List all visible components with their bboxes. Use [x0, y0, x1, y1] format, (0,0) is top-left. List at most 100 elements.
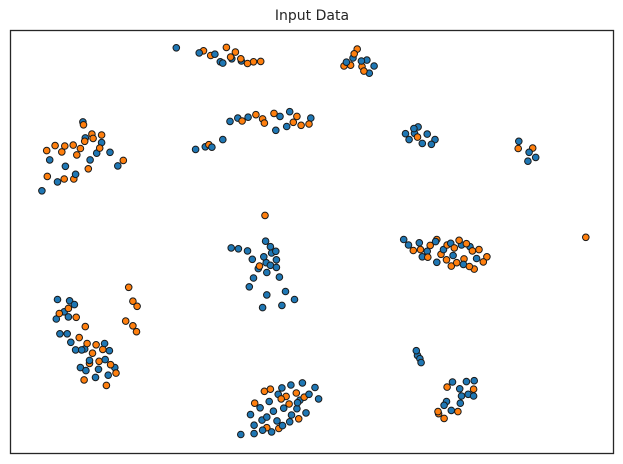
scatter-point-series-1 — [250, 429, 258, 438]
scatter-point-series-1 — [219, 59, 227, 67]
scatter-point-series-1 — [282, 122, 291, 131]
scatter-point-series-1 — [250, 421, 258, 430]
scatter-point-series-1 — [470, 376, 479, 385]
scatter-point-series-2 — [256, 57, 265, 66]
scatter-point-series-1 — [272, 256, 281, 264]
scatter-point-series-1 — [440, 401, 448, 410]
scatter-point-series-1 — [106, 148, 114, 157]
scatter-point-series-2 — [289, 118, 298, 127]
scatter-point-series-2 — [64, 304, 73, 313]
scatter-point-series-2 — [468, 247, 477, 255]
scatter-point-series-1 — [278, 384, 286, 392]
scatter-point-series-1 — [38, 187, 46, 195]
scatter-point-series-2 — [79, 121, 88, 129]
scatter-point-series-1 — [172, 44, 181, 52]
scatter-point-series-1 — [226, 117, 234, 126]
scatter-point-series-1 — [263, 291, 271, 299]
scatter-point-series-1 — [260, 252, 268, 261]
scatter-point-series-1 — [211, 50, 219, 59]
scatter-point-series-1 — [472, 254, 481, 263]
scatter-point-series-1 — [237, 430, 245, 439]
scatter-point-series-2 — [293, 112, 301, 121]
scatter-point-series-1 — [401, 129, 410, 138]
scatter-point-series-1 — [91, 373, 100, 382]
scatter-point-series-2 — [226, 53, 235, 61]
scatter-point-series-2 — [84, 165, 93, 173]
scatter-point-series-1 — [278, 421, 287, 430]
scatter-point-series-2 — [455, 236, 463, 245]
scatter-point-series-2 — [514, 144, 523, 153]
scatter-point-series-2 — [277, 395, 286, 403]
scatter-point-series-2 — [305, 120, 313, 128]
scatter-point-series-1 — [243, 247, 252, 255]
scatter-point-series-2 — [243, 59, 252, 68]
scatter-point-series-1 — [114, 162, 122, 170]
scatter-point-series-1 — [370, 62, 378, 70]
scatter-point-series-1 — [404, 241, 413, 249]
scatter-point-series-2 — [479, 258, 488, 266]
scatter-point-series-1 — [285, 418, 294, 426]
scatter-point-series-2 — [475, 245, 483, 254]
scatter-point-series-1 — [63, 330, 71, 338]
scatter-point-series-2 — [260, 119, 269, 127]
scatter-point-series-1 — [447, 406, 456, 415]
scatter-point-series-1 — [278, 301, 286, 310]
scatter-point-series-2 — [454, 407, 462, 416]
scatter-point-series-1 — [64, 313, 73, 321]
scatter-point-series-1 — [61, 162, 70, 171]
scatter-point-series-1 — [524, 157, 532, 165]
scatter-point-series-2 — [102, 381, 111, 390]
scatter-point-series-2 — [95, 144, 104, 152]
scatter-point-series-2 — [83, 339, 91, 348]
scatter-point-series-2 — [129, 297, 137, 306]
scatter-point-series-1 — [455, 385, 464, 393]
scatter-point-series-2 — [285, 400, 293, 408]
scatter-point-series-1 — [287, 381, 295, 389]
scatter-point-series-1 — [314, 395, 323, 403]
scatter-point-series-2 — [250, 399, 259, 408]
scatter-point-series-2 — [80, 376, 88, 384]
scatter-point-series-1 — [342, 58, 351, 67]
scatter-point-series-2 — [409, 246, 418, 255]
scatter-point-series-1 — [287, 411, 296, 419]
scatter-point-series-1 — [191, 145, 200, 154]
scatter-point-series-1 — [290, 295, 299, 304]
scatter-point-series-1 — [256, 404, 264, 412]
scatter-point-series-1 — [263, 413, 271, 421]
scatter-point-series-1 — [67, 338, 75, 347]
scatter-point-series-2 — [440, 414, 448, 423]
scatter-point-series-2 — [465, 262, 474, 271]
scatter-point-series-2 — [450, 244, 459, 252]
scatter-point-series-1 — [298, 379, 307, 387]
scatter-point-series-2 — [88, 349, 97, 358]
scatter-point-series-1 — [94, 365, 103, 374]
scatter-point-series-1 — [275, 273, 284, 281]
scatter-point-series-2 — [119, 156, 128, 165]
scatter-point-series-1 — [427, 140, 436, 149]
scatter-point-series-1 — [104, 371, 112, 380]
scatter-point-series-1 — [305, 390, 313, 399]
scatter-point-series-1 — [433, 258, 441, 267]
scatter-point-series-2 — [121, 317, 130, 325]
scatter-point-series-2 — [231, 48, 240, 56]
scatter-point-series-2 — [112, 369, 120, 377]
scatter-point-series-1 — [45, 156, 54, 164]
scatter-point-series-2 — [292, 389, 301, 397]
scatter-point-series-1 — [525, 148, 533, 157]
scatter-point-series-1 — [418, 139, 427, 148]
scatter-point-series-1 — [71, 170, 80, 179]
scatter-point-series-2 — [294, 415, 303, 423]
scatter-point-series-1 — [101, 355, 109, 364]
chart-title: Input Data — [274, 8, 350, 24]
scatter-point-series-1 — [263, 268, 271, 277]
plot-frame — [9, 29, 615, 455]
scatter-point-series-1 — [227, 244, 235, 252]
scatter-point-series-2 — [266, 385, 275, 394]
scatter-point-series-2 — [434, 407, 442, 416]
scatter-point-series-1 — [245, 283, 254, 291]
scatter-point-series-1 — [285, 107, 294, 116]
scatter-point-series-1 — [279, 404, 288, 413]
scatter-point-series-1 — [462, 377, 471, 386]
scatter-point-series-2 — [72, 313, 80, 322]
